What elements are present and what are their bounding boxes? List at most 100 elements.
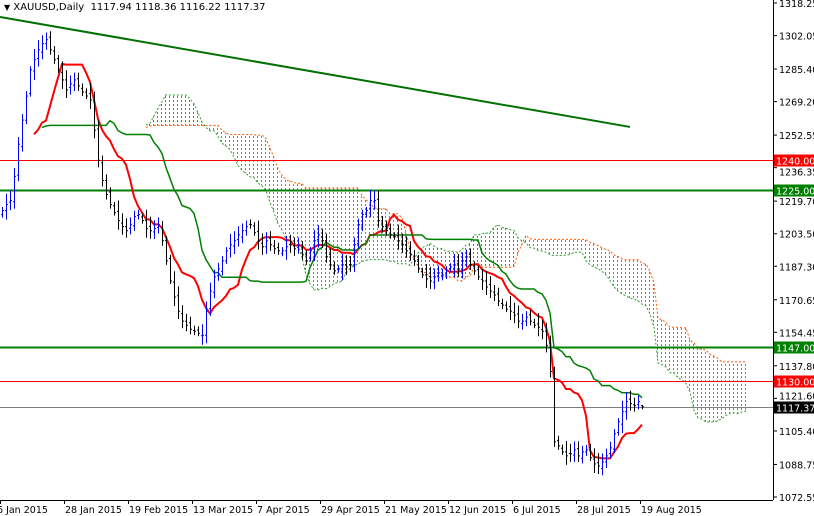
price-bar xyxy=(613,428,616,454)
price-bar xyxy=(577,441,580,462)
price-bar xyxy=(281,247,284,257)
cloud-segment xyxy=(550,239,554,256)
price-bar xyxy=(341,254,344,281)
price-bar xyxy=(397,224,400,250)
cloud-segment xyxy=(698,348,702,420)
cloud-segment xyxy=(206,125,210,131)
price-bar xyxy=(97,120,100,168)
y-tick-label: 1219.70 xyxy=(779,197,814,208)
cloud-segment xyxy=(278,168,282,231)
price-bar xyxy=(209,282,212,316)
price-bar xyxy=(429,266,432,290)
price-bar xyxy=(529,309,532,326)
price-bar xyxy=(65,70,68,98)
cloud-segment xyxy=(394,213,398,264)
y-tick-label: 1269.20 xyxy=(779,98,814,109)
x-tick-label: 7 Apr 2015 xyxy=(257,505,310,516)
cloud-segment xyxy=(734,361,738,414)
price-bar xyxy=(241,223,244,244)
price-bars xyxy=(1,31,644,476)
price-bar xyxy=(129,217,132,235)
price-bar xyxy=(489,276,492,299)
price-bar xyxy=(5,193,8,220)
cloud-segment xyxy=(578,239,582,253)
cloud-segment xyxy=(706,350,710,423)
cloud-segment xyxy=(162,94,166,126)
price-bar xyxy=(441,268,444,281)
price-bar xyxy=(249,219,252,229)
price-bar xyxy=(409,241,412,261)
level-tag xyxy=(774,375,814,388)
price-bar xyxy=(605,448,608,468)
cloud-segment xyxy=(414,253,418,266)
price-bar xyxy=(41,35,44,60)
price-bar xyxy=(593,448,596,473)
cloud-segment xyxy=(742,361,746,412)
price-bar xyxy=(621,400,624,434)
y-tick-label: 1170.65 xyxy=(779,296,814,307)
price-bar xyxy=(449,263,452,272)
cloud-segment xyxy=(334,187,338,284)
price-bar xyxy=(189,316,192,335)
cloud-segment xyxy=(242,134,246,174)
price-bar xyxy=(145,209,148,238)
price-bar xyxy=(133,210,136,231)
cloud-segment xyxy=(642,262,646,306)
price-bar xyxy=(417,254,420,273)
price-bar xyxy=(413,250,416,266)
level-tag xyxy=(774,401,814,414)
price-bar xyxy=(393,232,396,240)
price-bar xyxy=(265,232,268,254)
cloud-segment xyxy=(538,239,542,252)
price-bar xyxy=(1,206,4,218)
price-bar xyxy=(121,213,124,235)
cloud-segment xyxy=(294,182,298,246)
ichimoku-cloud xyxy=(145,94,747,423)
price-bar xyxy=(81,83,84,96)
level-tag xyxy=(774,184,814,197)
price-bar xyxy=(233,231,236,255)
price-bar xyxy=(629,390,632,411)
price-bar xyxy=(325,233,328,263)
price-bar xyxy=(461,252,464,279)
cloud-segment xyxy=(738,361,742,414)
price-bar xyxy=(221,256,224,276)
cloud-segment xyxy=(150,115,154,127)
price-bar xyxy=(297,237,300,254)
cloud-segment xyxy=(686,327,690,392)
cloud-segment xyxy=(338,187,342,283)
y-tick-label: 1252.55 xyxy=(779,131,814,142)
price-bar xyxy=(369,189,372,218)
price-bar xyxy=(53,46,56,64)
x-tick-label: 28 Jul 2015 xyxy=(577,505,631,516)
indicator-lines xyxy=(0,15,643,460)
price-bar xyxy=(465,249,468,267)
price-bar xyxy=(477,266,480,280)
level-tag xyxy=(774,154,814,167)
price-bar xyxy=(445,266,448,279)
price-bar xyxy=(69,75,72,95)
price-bar xyxy=(33,48,36,81)
tenkan-line xyxy=(33,62,643,460)
kijun-line xyxy=(41,119,643,399)
cloud-segment xyxy=(198,112,202,126)
y-tick-label: 1137.80 xyxy=(779,362,814,373)
price-bar xyxy=(273,239,276,254)
cloud-segment xyxy=(630,259,634,299)
triangle-down-icon[interactable]: ▼ xyxy=(4,3,11,12)
cloud-segment xyxy=(662,319,666,368)
price-bar xyxy=(257,220,260,250)
price-bar xyxy=(101,155,104,187)
price-bar xyxy=(49,31,52,55)
price-bar xyxy=(601,453,604,476)
symbol-label: XAUUSD,Daily xyxy=(13,2,85,13)
cloud-segment xyxy=(510,229,514,268)
price-bar xyxy=(181,305,184,329)
cloud-segment xyxy=(606,249,610,281)
price-bar xyxy=(29,66,32,97)
price-bar xyxy=(205,301,208,344)
cloud-segment xyxy=(494,224,498,268)
price-bar xyxy=(109,187,112,209)
